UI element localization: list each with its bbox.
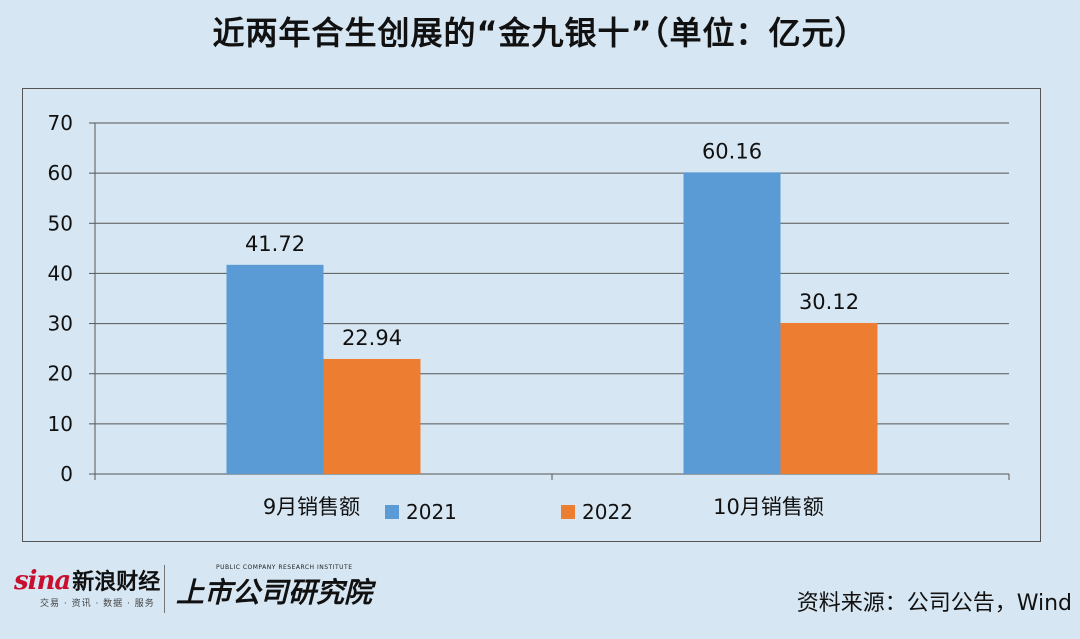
institute-logo-en: PUBLIC COMPANY RESEARCH INSTITUTE [216, 564, 353, 571]
data-label: 30.12 [799, 290, 859, 314]
category-label: 10月销售额 [713, 495, 824, 519]
y-tick-label: 40 [48, 261, 73, 285]
source-note: 资料来源：公司公告，Wind [796, 591, 1072, 616]
y-tick-label: 60 [48, 161, 73, 185]
legend-swatch-2022 [561, 505, 575, 519]
bar-2022-0 [323, 358, 421, 474]
sina-finance-logo: sina 新浪财经 交易 · 资讯 · 数据 · 服务 [14, 564, 160, 609]
chart-frame: 0 10 20 30 40 50 60 70 41.72 22.94 9月销售额 60.16 30.12… [22, 88, 1041, 542]
y-tick-label: 50 [48, 211, 73, 235]
bar-chart: 0 10 20 30 40 50 60 70 41.72 22.94 9月销售额 60.16 30.12… [48, 111, 1010, 524]
sina-logo-cn: 新浪财经 [72, 570, 161, 595]
institute-logo-cn: 上市公司研究院 [176, 576, 373, 609]
y-tick-label: 20 [48, 362, 73, 386]
category-label: 9月销售额 [263, 495, 360, 519]
chart-title: 近两年合生创展的“金九银十”（单位：亿元） [212, 14, 868, 52]
data-label: 60.16 [702, 139, 762, 163]
legend-label-2022: 2022 [582, 500, 633, 524]
y-tick-label: 30 [48, 312, 73, 336]
y-tick-label: 70 [48, 111, 73, 135]
bar-2022-1 [780, 322, 878, 474]
y-tick-label: 10 [48, 412, 73, 436]
sina-logo-word: sina [14, 566, 71, 596]
data-label: 22.94 [342, 326, 402, 350]
bar-2021-1 [683, 172, 781, 474]
data-label: 41.72 [245, 232, 305, 256]
bar-2021-0 [226, 264, 324, 474]
research-institute-logo: PUBLIC COMPANY RESEARCH INSTITUTE 上市公司研究… [176, 564, 372, 611]
y-tick-label: 0 [60, 462, 73, 486]
legend-swatch-2021 [385, 505, 399, 519]
logo-divider [164, 565, 165, 613]
legend-label-2021: 2021 [406, 500, 457, 524]
sina-logo-sub: 交易 · 资讯 · 数据 · 服务 [40, 599, 155, 609]
